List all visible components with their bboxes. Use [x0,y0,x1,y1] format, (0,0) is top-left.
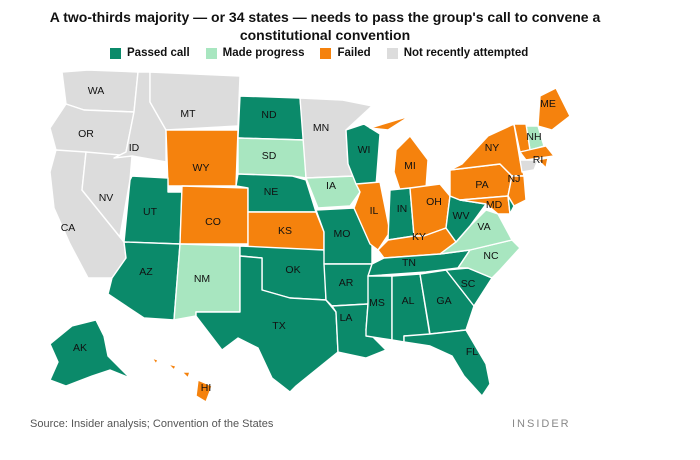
label-id: ID [129,142,140,154]
label-sc: SC [461,278,476,290]
state-ak [49,319,131,387]
legend-swatch-passed [110,47,121,59]
label-ny: NY [485,142,500,154]
label-ga: GA [436,295,451,307]
label-ri: RI [533,154,544,166]
legend-swatch-none [386,47,398,59]
label-oh: OH [426,196,442,208]
source-note: Source: Insider analysis; Convention of … [30,418,274,430]
label-nj: NJ [508,173,521,185]
label-ak: AK [73,342,87,354]
label-md: MD [486,199,503,211]
label-mn: MN [313,122,329,134]
legend-item-none: Not recently attempted [386,47,529,59]
brand-logo: INSIDER [512,418,571,430]
label-tn: TN [402,257,416,269]
label-az: AZ [139,266,153,278]
legend-swatch-failed [320,47,332,59]
label-in: IN [397,203,408,215]
label-al: AL [402,295,415,307]
map-title: A two-thirds majority — or 34 states — n… [0,8,650,44]
state-hi [151,357,213,403]
map-title-line-1: A two-thirds majority — or 34 states — n… [49,9,601,25]
label-ca: CA [61,222,76,234]
state-shapes [49,69,571,403]
legend-label-failed: Failed [337,47,371,59]
label-ne: NE [264,186,279,198]
state-ri [537,157,549,169]
label-nv: NV [99,192,114,204]
label-co: CO [205,216,221,228]
legend-item-failed: Failed [320,47,371,59]
label-tx: TX [272,320,285,332]
label-mo: MO [334,228,351,240]
label-ia: IA [326,180,336,192]
legend-swatch-progress [205,47,217,59]
label-wi: WI [358,144,371,156]
state-ma [519,145,555,161]
label-la: LA [340,312,353,324]
label-nc: NC [483,250,499,262]
label-ar: AR [339,277,354,289]
label-wa: WA [88,85,105,97]
label-ky: KY [412,231,426,243]
label-ok: OK [285,264,300,276]
label-me: ME [540,98,556,110]
state-me [537,87,571,131]
label-mt: MT [180,108,196,120]
state-tx [195,255,339,393]
state-labels: WA OR CA NV ID MT WY UT AZ CO NM ND SD N… [61,85,556,394]
state-md [459,195,511,215]
legend-label-none: Not recently attempted [403,47,529,59]
label-nm: NM [194,273,210,285]
legend-label-progress: Made progress [222,47,305,59]
state-ia [305,175,361,209]
label-mi: MI [404,160,416,172]
legend-item-passed: Passed call [110,47,190,59]
state-il [353,181,391,251]
state-ga [419,269,475,335]
label-il: IL [370,205,379,217]
state-sd [237,137,307,179]
label-nh: NH [526,131,541,143]
state-ct [519,159,539,173]
label-nd: ND [261,109,277,121]
label-wv: WV [453,210,470,222]
label-hi: HI [201,382,212,394]
label-sd: SD [262,150,277,162]
state-mt [149,71,241,131]
label-va: VA [477,221,490,233]
label-ms: MS [369,297,385,309]
label-fl: FL [466,346,478,358]
label-pa: PA [475,179,488,191]
label-wy: WY [193,162,210,174]
legend-label-passed: Passed call [127,47,190,59]
label-ut: UT [143,206,158,218]
label-ks: KS [278,225,292,237]
state-nj [507,175,527,207]
state-fl [403,329,491,397]
legend: Passed call Made progress Failed Not rec… [110,47,528,59]
label-or: OR [78,128,94,140]
state-de [507,195,515,215]
state-wy [165,129,239,187]
legend-item-progress: Made progress [205,47,305,59]
map-title-line-2: constitutional convention [239,27,411,43]
